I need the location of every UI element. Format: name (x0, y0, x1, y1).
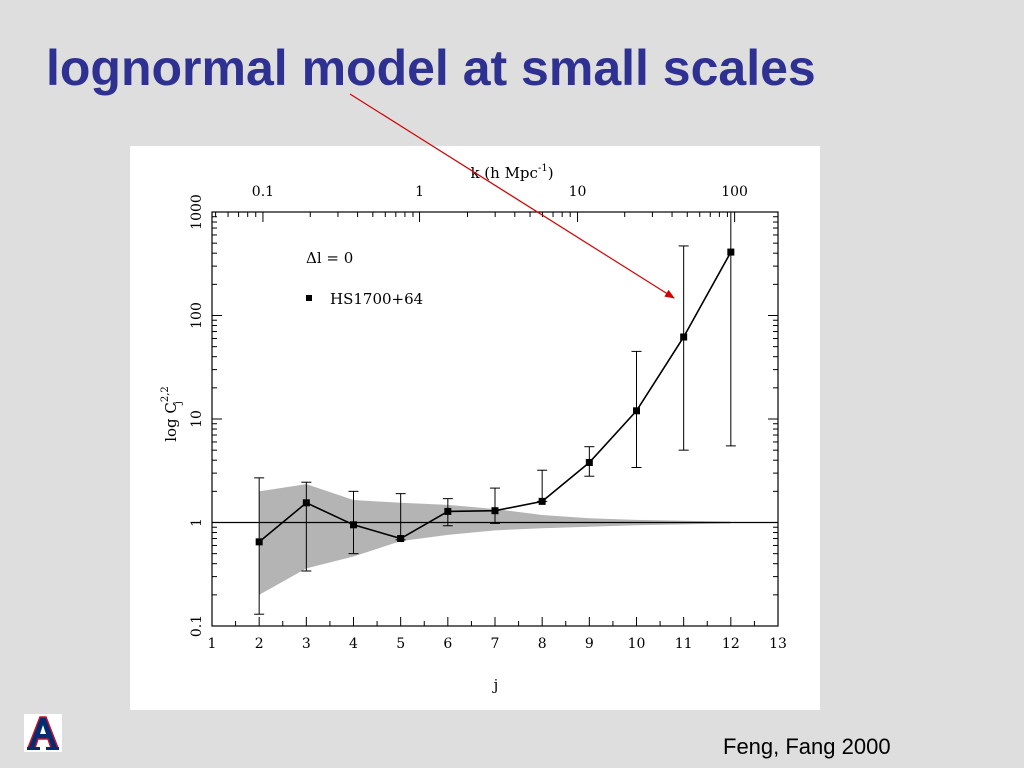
data-points (255, 248, 735, 546)
model-band-layer (259, 484, 731, 595)
x2-tick-label: 0.1 (252, 184, 274, 200)
chart: 1 2 3 4 5 6 7 8 9 10 11 12 130.1 1 10 1000.11101001000 … (160, 163, 787, 694)
x-tick-label: 5 (396, 636, 405, 652)
top-axis-label-close: ) (548, 164, 554, 182)
top-axis-label-sup: -1 (538, 163, 548, 174)
x-tick-label: 10 (628, 636, 646, 652)
data-point (255, 538, 263, 546)
x-tick-label: 7 (491, 636, 500, 652)
y-tick-label: 1 (189, 518, 205, 527)
x-tick-label: 1 (208, 636, 217, 652)
y-axis-label-sub: j (173, 401, 184, 405)
university-of-arizona-logo (24, 714, 62, 752)
model-band (259, 484, 731, 595)
legend-marker (306, 295, 312, 301)
x-tick-label: 2 (255, 636, 264, 652)
x-tick-label: 3 (302, 636, 311, 652)
slide-title: lognormal model at small scales (46, 40, 816, 96)
x2-tick-label: 10 (569, 184, 587, 200)
x2-tick-label: 100 (721, 184, 748, 200)
data-point (585, 458, 593, 466)
x-axis-label: j (492, 676, 499, 694)
x-tick-label: 9 (585, 636, 594, 652)
figure-panel: 1 2 3 4 5 6 7 8 9 10 11 12 13 0.1 1 10 100 0.1 1 10 100 1000 … (130, 146, 820, 710)
x-tick-label: 12 (722, 636, 740, 652)
x2-tick-label: 1 (415, 184, 424, 200)
y-axis-label: log C2,2j (160, 386, 184, 442)
x-tick-label: 6 (443, 636, 452, 652)
x-tick-label: 13 (769, 636, 787, 652)
delta-l-annotation: Δl = 0 (306, 249, 353, 267)
x-tick-label: 11 (675, 636, 693, 652)
data-point (727, 248, 735, 256)
y-tick-label: 100 (189, 302, 205, 329)
legend-label: HS1700+64 (330, 290, 423, 308)
data-point (491, 507, 499, 515)
data-point (538, 497, 546, 505)
data-point (397, 535, 405, 543)
top-axis-label-main: k (h Mpc (470, 164, 538, 182)
y-tick-label: 1000 (189, 194, 205, 230)
data-point (444, 507, 452, 515)
data-point (350, 521, 357, 529)
data-point (633, 407, 640, 415)
data-point (680, 333, 688, 341)
y-axis-label-base: log C (162, 402, 180, 442)
citation-credit: Feng, Fang 2000 (723, 734, 891, 759)
x-tick-label: 4 (349, 636, 358, 652)
y-tick-label: 0.1 (189, 615, 205, 637)
y-axis-label-sup: 2,2 (160, 386, 171, 402)
x-tick-label: 8 (538, 636, 547, 652)
y-tick-label: 10 (189, 410, 205, 428)
top-axis-label: k (h Mpc-1) (470, 163, 553, 182)
data-point (302, 499, 310, 507)
